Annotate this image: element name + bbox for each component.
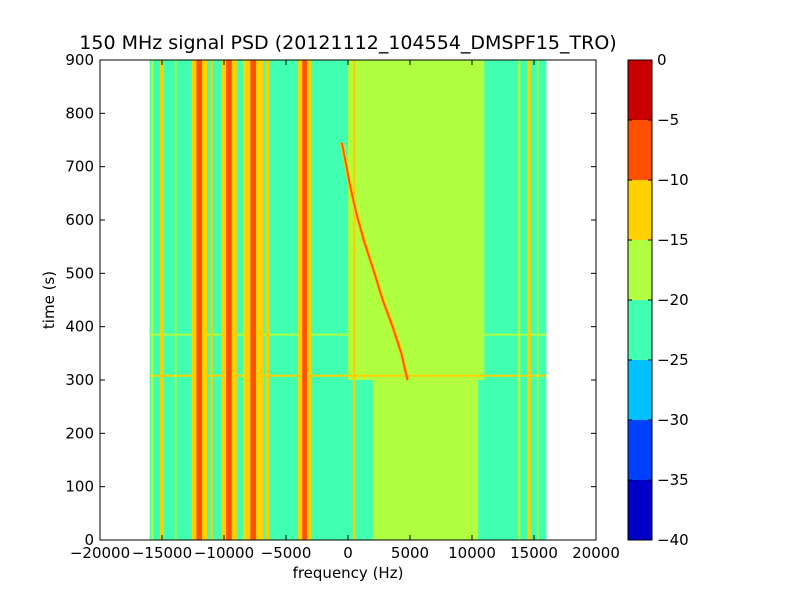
colorbar-tick-label: −10 xyxy=(657,171,689,189)
colorbar-segment xyxy=(628,300,652,360)
colorbar-tick-label: −35 xyxy=(657,471,689,489)
colorbar-segment xyxy=(628,420,652,480)
x-tick-label: 10000 xyxy=(448,544,496,562)
heatmap-line xyxy=(242,60,245,540)
heatmap-content xyxy=(149,60,547,540)
x-tick-label: 20000 xyxy=(572,544,620,562)
x-tick-label: −5000 xyxy=(261,544,312,562)
y-tick-label: 900 xyxy=(65,51,94,69)
heatmap-line xyxy=(250,60,258,540)
colorbar-segment xyxy=(628,180,652,240)
heatmap-line xyxy=(160,60,164,540)
colorbar-tick-label: −30 xyxy=(657,411,689,429)
chart-title: 150 MHz signal PSD (20121112_104554_DMSP… xyxy=(79,32,616,54)
heatmap-line xyxy=(196,60,202,540)
heatmap-band xyxy=(372,380,479,540)
x-tick-label: 15000 xyxy=(510,544,558,562)
colorbar-segment xyxy=(628,240,652,300)
y-axis-label: time (s) xyxy=(40,271,58,329)
heatmap-time-stripe xyxy=(149,374,547,377)
x-axis-label: frequency (Hz) xyxy=(293,564,404,582)
colorbar-segment xyxy=(628,480,652,540)
heatmap-line xyxy=(226,60,232,540)
colorbar-tick-label: −25 xyxy=(657,351,689,369)
heatmap-time-stripe xyxy=(149,333,547,336)
y-tick-label: 200 xyxy=(65,424,94,442)
x-tick-label: 0 xyxy=(343,544,353,562)
colorbar-segment xyxy=(628,120,652,180)
colorbar: −40 −35 −30 −25 −20 −15 −10 −5 0 xyxy=(627,51,689,549)
y-tick-label: 500 xyxy=(65,264,94,282)
y-tick-label: 100 xyxy=(65,478,94,496)
heatmap-line xyxy=(518,60,521,540)
y-tick-label: 700 xyxy=(65,158,94,176)
colorbar-tick-label: −20 xyxy=(657,291,689,309)
colorbar-tick-label: −15 xyxy=(657,231,689,249)
y-tick-label: 800 xyxy=(65,104,94,122)
x-tick-label: −20000 xyxy=(70,544,130,562)
heatmap-line xyxy=(352,60,356,540)
y-axis: 0 100 200 300 400 500 600 700 800 900 xyxy=(65,51,596,549)
x-tick-label: −15000 xyxy=(132,544,192,562)
heatmap-line xyxy=(255,60,260,540)
y-tick-label: 0 xyxy=(84,531,94,549)
heatmap-line xyxy=(210,60,213,540)
y-tick-label: 300 xyxy=(65,371,94,389)
heatmap-line xyxy=(174,60,177,540)
heatmap-line xyxy=(536,60,539,540)
heatmap-layer xyxy=(149,60,547,540)
x-tick-label: −10000 xyxy=(194,544,254,562)
y-tick-label: 400 xyxy=(65,318,94,336)
colorbar-segment xyxy=(628,360,652,420)
heatmap-track xyxy=(340,142,409,381)
heatmap-line xyxy=(302,60,307,540)
heatmap-line xyxy=(527,60,531,540)
x-axis: −20000 −15000 −10000 −5000 0 5000 10000 15000 20… xyxy=(70,60,620,562)
heatmap-line xyxy=(150,60,154,540)
colorbar-tick-label: 0 xyxy=(657,51,667,69)
colorbar-tick-label: −5 xyxy=(657,111,679,129)
colorbar-tick-label: −40 xyxy=(657,531,689,549)
x-tick-label: 5000 xyxy=(391,544,429,562)
heatmap-band xyxy=(348,60,485,380)
colorbar-segment xyxy=(628,60,652,120)
heatmap-line xyxy=(265,60,270,540)
heatmap-line xyxy=(233,60,237,540)
y-tick-label: 600 xyxy=(65,211,94,229)
